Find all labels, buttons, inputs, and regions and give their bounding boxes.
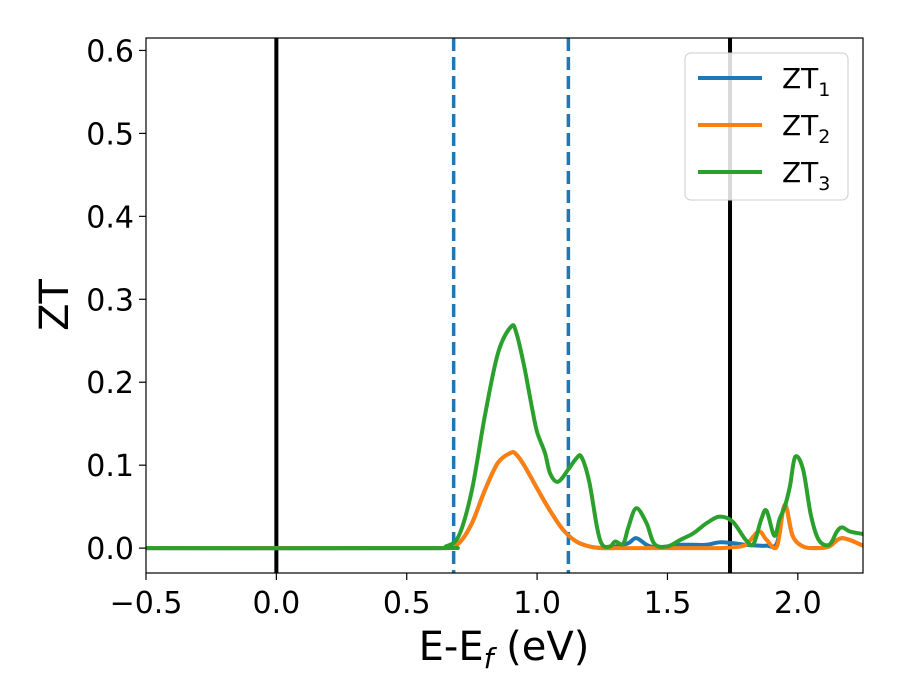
y-tick-label: 0.3	[86, 283, 134, 318]
legend-label-zt1: ZT1	[782, 62, 830, 101]
plot-frame	[145, 37, 864, 574]
y-tick-label: 0.1	[86, 449, 134, 484]
y-tick-label: 0.2	[86, 366, 134, 401]
x-axis-label-main: E-E	[419, 624, 484, 670]
legend: ZT1 ZT2 ZT3	[684, 52, 849, 201]
x-tick-label: 2.0	[774, 586, 822, 621]
x-tick-label: 0.0	[253, 586, 301, 621]
legend-label-zt3: ZT3	[782, 156, 830, 195]
legend-box	[684, 52, 849, 201]
x-axis-label: E-Ef (eV)	[419, 624, 590, 675]
x-tick-label: −0.5	[110, 586, 183, 621]
x-axis-label-unit: (eV)	[493, 624, 589, 670]
y-axis-label: ZT	[32, 279, 78, 331]
x-axis-ticks: −0.5 0.0 0.5 1.0 1.5 2.0	[110, 573, 822, 621]
series-lines	[146, 323, 863, 551]
x-tick-label: 0.5	[383, 586, 431, 621]
legend-label-zt2: ZT2	[782, 109, 830, 148]
y-tick-label: 0.5	[86, 117, 134, 152]
x-tick-label: 1.0	[513, 586, 561, 621]
y-tick-label: 0.6	[86, 34, 134, 69]
x-tick-label: 1.5	[644, 586, 692, 621]
series-line-zt3	[146, 323, 863, 551]
y-axis-ticks: 0.0 0.1 0.2 0.3 0.4 0.5 0.6	[86, 34, 146, 567]
y-tick-label: 0.0	[86, 532, 134, 567]
y-tick-label: 0.4	[86, 200, 134, 235]
